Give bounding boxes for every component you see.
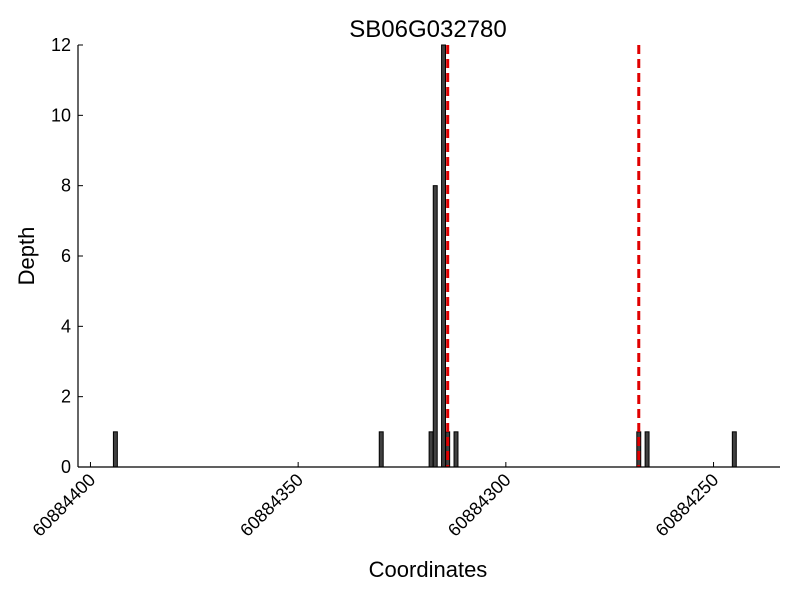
x-tick-label: 60884350 [236, 470, 307, 541]
x-axis-label: Coordinates [369, 557, 488, 582]
depth-bar [378, 431, 384, 468]
x-tick-label: 60884400 [29, 470, 100, 541]
y-tick-label: 8 [61, 176, 71, 196]
x-tick-label: 60884300 [444, 470, 515, 541]
y-tick-label: 4 [61, 316, 71, 336]
y-tick-label: 0 [61, 457, 71, 477]
depth-bar [112, 431, 118, 468]
y-tick-label: 2 [61, 387, 71, 407]
depth-bar [428, 431, 434, 468]
y-tick-label: 10 [51, 105, 71, 125]
y-tick-label: 6 [61, 246, 71, 266]
y-tick-label: 12 [51, 35, 71, 55]
depth-bar [731, 431, 737, 468]
y-axis-label: Depth [14, 227, 39, 286]
depth-bar [441, 44, 447, 468]
depth-bar [453, 431, 459, 468]
x-tick-label: 60884250 [652, 470, 723, 541]
depth-bar [644, 431, 650, 468]
chart-title: SB06G032780 [349, 16, 506, 43]
depth-bar [432, 185, 438, 468]
